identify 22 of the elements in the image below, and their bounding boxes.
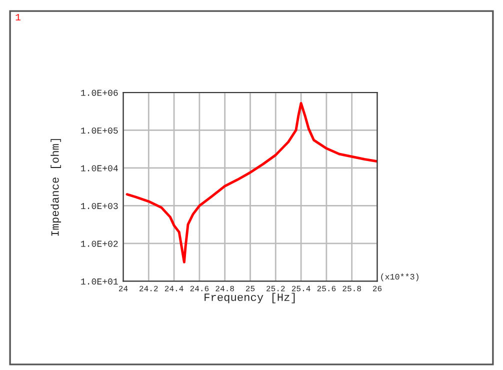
x-tick-label: 25.2 <box>266 286 285 292</box>
x-tick-label: 25.4 <box>292 286 310 292</box>
x-tick-label: 24.8 <box>216 286 234 292</box>
x-tick-label: 25.6 <box>317 286 336 292</box>
y-tick-label: 1.0E+03 <box>81 202 118 210</box>
y-tick-label: 1.0E+02 <box>81 240 118 247</box>
x-tick-label: 24.6 <box>190 286 209 292</box>
line-series <box>126 102 378 264</box>
text: (x10**3) <box>381 273 418 282</box>
y-tick-label: 1.0E+06 <box>81 90 118 96</box>
y-tick-label: 1.0E+01 <box>81 278 118 285</box>
y-tick-label: 1.0E+05 <box>81 127 118 134</box>
text: 1 <box>16 14 20 20</box>
x-tick-label: 24.2 <box>140 286 158 292</box>
x-tick-label: 25 <box>246 286 255 292</box>
y-axis-title: Impedance [ohm] <box>50 139 62 236</box>
x-tick-label: 24.4 <box>164 286 184 292</box>
x-tick-label: 24 <box>118 286 128 292</box>
x-axis-title: Frequency [Hz] <box>204 292 295 304</box>
y-tick-label: 1.0E+04 <box>81 165 118 172</box>
x-tick-label: 26 <box>372 286 382 292</box>
x-tick-label: 25.8 <box>342 286 361 292</box>
